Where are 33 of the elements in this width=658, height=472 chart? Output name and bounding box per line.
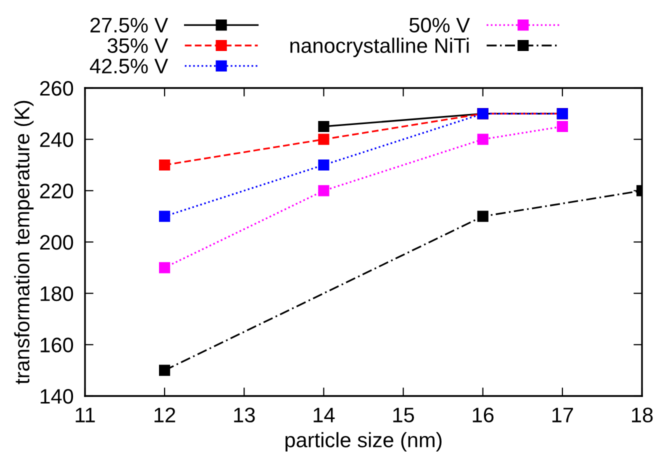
- point: [159, 364, 170, 376]
- point: [318, 134, 330, 145]
- legend-label: 50% V: [409, 18, 470, 33]
- legend-label: 27.5% V: [90, 18, 168, 33]
- y-tick-label: 260: [40, 81, 74, 96]
- x-tick-label: 15: [393, 408, 414, 422]
- point: [318, 185, 330, 196]
- x-tick-label: 11: [76, 408, 95, 422]
- point: [477, 210, 488, 222]
- x-axis-title: particle size (nm): [286, 432, 442, 452]
- legend-label: 35% V: [108, 38, 168, 54]
- point: [556, 120, 568, 132]
- point: [318, 120, 330, 132]
- point: [477, 134, 488, 145]
- y-tick-label: 220: [40, 184, 74, 198]
- y-tick-label: 240: [40, 132, 74, 148]
- y-axis-title: transformation temperature (K): [14, 100, 34, 384]
- x-tick-label: 18: [632, 408, 653, 422]
- x-tick-label: 17: [552, 408, 573, 422]
- point: [318, 159, 330, 171]
- x-tick-label: 12: [154, 408, 176, 422]
- y-tick-label: 140: [40, 389, 74, 404]
- x-tick-label: 16: [472, 408, 494, 422]
- x-tick-label: 13: [234, 408, 255, 422]
- point: [159, 159, 170, 171]
- y-tick-label: 200: [40, 235, 74, 250]
- y-tick-label: 180: [40, 286, 74, 302]
- y-tick-label: 160: [40, 338, 74, 352]
- legend-label: 42.5% V: [90, 58, 168, 74]
- x-tick-label: 14: [314, 408, 335, 422]
- point: [159, 262, 170, 274]
- legend-label: nanocrystalline NiTi: [290, 38, 469, 58]
- point: [159, 210, 170, 222]
